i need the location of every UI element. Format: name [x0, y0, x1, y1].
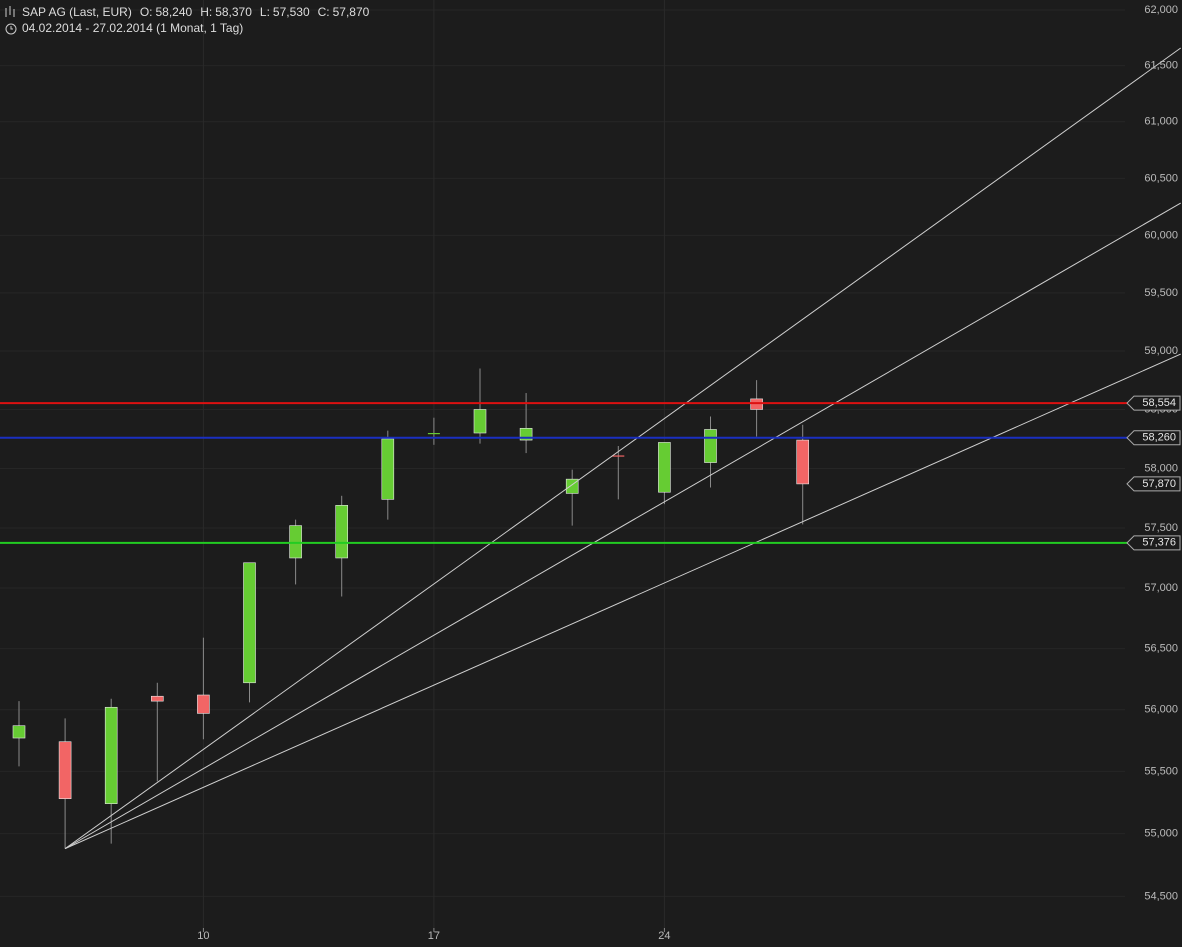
candle-body	[243, 562, 256, 684]
clock-hands	[10, 26, 13, 30]
candle-body	[658, 442, 671, 493]
clock-icon	[5, 23, 17, 35]
y-tick-label: 56,000	[1144, 704, 1178, 716]
y-tick-label: 62,000	[1144, 4, 1178, 16]
chart-title: SAP AG (Last, EUR)	[22, 5, 132, 19]
ohlc-value: 58,240	[156, 5, 193, 19]
y-tick-label: 54,500	[1144, 890, 1178, 902]
x-tick-label: 10	[197, 930, 209, 942]
y-tick-label: 61,500	[1144, 60, 1178, 72]
ohlc-value: 57,530	[273, 5, 310, 19]
ohlc-label: C:	[318, 5, 330, 19]
candle-body	[796, 439, 810, 485]
y-tick-label: 60,000	[1144, 229, 1178, 241]
level-tag	[1126, 395, 1181, 411]
y-tick-label: 59,000	[1144, 345, 1178, 357]
level-label: 57,376	[1142, 537, 1176, 549]
fan-line	[64, 47, 1182, 850]
candle-body	[612, 455, 625, 457]
level-tag	[1126, 430, 1181, 446]
candle-body	[289, 525, 302, 559]
candle-body	[381, 438, 395, 500]
level-tag	[1126, 535, 1181, 551]
ohlc-label: H:	[200, 5, 212, 19]
candle-body	[519, 427, 533, 441]
y-tick-label: 60,500	[1144, 172, 1178, 184]
candle-body	[151, 695, 164, 702]
ohlc-value: 58,370	[215, 5, 252, 19]
y-tick-label: 55,500	[1144, 765, 1178, 777]
candle-body	[750, 398, 763, 410]
y-tick-label: 61,000	[1144, 116, 1178, 128]
ohlc-summary: O: 58,240 H: 58,370 L: 57,530 C: 57,870	[140, 5, 370, 19]
ohlc-label: O:	[140, 5, 153, 19]
candle-body	[704, 429, 717, 463]
y-tick-label: 55,000	[1144, 828, 1178, 840]
plot-area	[0, 0, 1182, 928]
candle-body	[197, 694, 210, 714]
x-tick-label: 24	[658, 930, 670, 942]
candle-body	[12, 725, 26, 739]
ohlc-value: 57,870	[333, 5, 370, 19]
candle-body	[335, 505, 349, 559]
y-tick-label: 57,500	[1144, 522, 1178, 534]
y-tick-label: 59,500	[1144, 287, 1178, 299]
chart-icon	[5, 6, 15, 17]
chart-subtitle: 04.02.2014 - 27.02.2014 (1 Monat, 1 Tag)	[22, 21, 243, 35]
last-price-label: 57,870	[1142, 478, 1176, 490]
y-tick-label: 57,000	[1144, 582, 1178, 594]
last-price-tag	[1126, 476, 1181, 492]
level-label: 58,260	[1142, 432, 1176, 444]
level-label: 58,554	[1142, 397, 1176, 409]
candle-body	[473, 409, 487, 434]
candle-body	[58, 741, 72, 799]
fan-line	[64, 353, 1181, 850]
header: SAP AG (Last, EUR) O: 58,240 H: 58,370 L: 57,…	[5, 5, 370, 35]
y-tick-label: 58,000	[1144, 462, 1178, 474]
ohlc-label: L:	[260, 5, 270, 19]
candle-body	[427, 433, 440, 435]
candle-body	[104, 706, 118, 804]
x-tick-label: 17	[428, 930, 440, 942]
fan-line	[64, 202, 1181, 850]
y-tick-label: 56,500	[1144, 643, 1178, 655]
